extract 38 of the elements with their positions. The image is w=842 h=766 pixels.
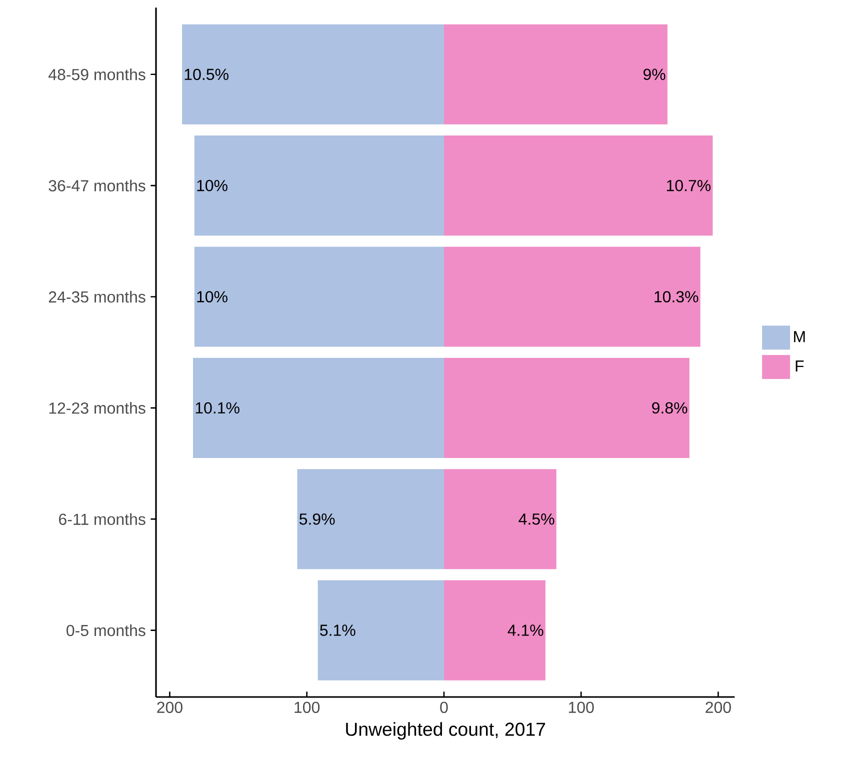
x-axis-title: Unweighted count, 2017 [346,722,546,740]
bar [444,246,700,347]
annotation: 10% [197,180,228,192]
annotation: 10.5% [184,68,228,80]
bar [444,136,713,236]
annotation: 10.1% [196,402,240,414]
legend-label: M [794,331,805,342]
bar [318,580,444,680]
x-tick-label: 100 [294,702,320,714]
bar [182,24,444,124]
annotation: 4.1% [508,624,544,636]
x-tick-label: 100 [568,702,594,714]
x-tick-label: 200 [157,702,182,714]
y-tick-label: 6-11 months [59,513,146,525]
x-tick-label: 200 [706,702,731,714]
y-tick-label: 48-59 months [48,68,146,80]
annotation: 4.5% [518,513,554,525]
annotation: 10.7% [666,180,711,192]
x-tick-label: 0 [440,702,448,714]
bar [297,469,444,570]
annotation: 5.9% [299,513,335,525]
y-tick-label: 12-23 months [49,402,146,414]
y-tick-label: 36-47 months [48,180,146,192]
annotation: 9% [644,68,666,80]
bar [444,24,668,124]
legend-label: F [796,360,804,372]
annotation: 5.1% [320,624,356,636]
bar [444,358,690,458]
bar [444,580,546,680]
annotation: 10% [197,291,228,302]
bar [194,136,444,236]
annotation: 10.3% [654,291,698,302]
bar [193,358,444,458]
bar [194,246,444,347]
y-tick-label: 24-35 months [48,290,146,303]
annotation: 9.8% [652,402,688,414]
bar [444,469,556,570]
y-tick-label: 0-5 months [66,624,146,636]
